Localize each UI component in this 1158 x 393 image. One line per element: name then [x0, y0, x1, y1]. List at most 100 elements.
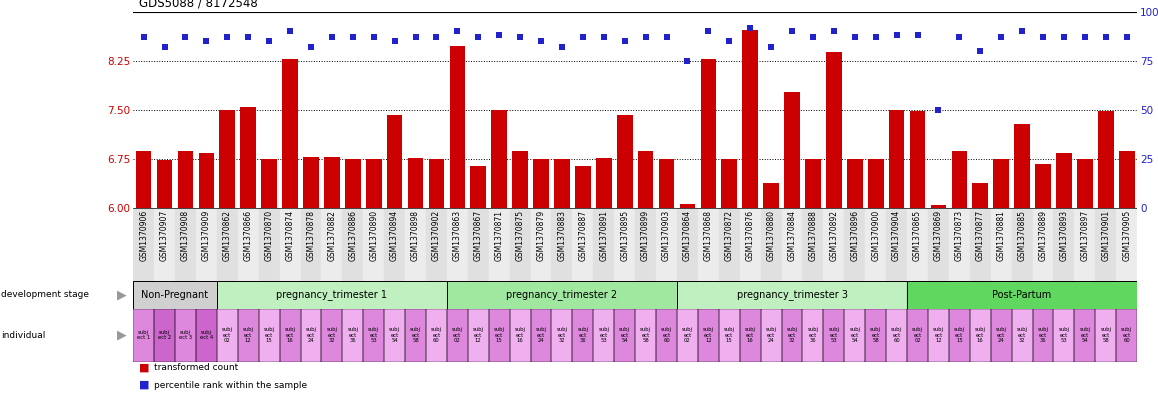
Text: GSM1370901: GSM1370901	[1101, 210, 1111, 261]
Text: subj
ect
15: subj ect 15	[954, 327, 965, 343]
Bar	[133, 281, 217, 309]
Text: subj
ect
60: subj ect 60	[892, 327, 902, 343]
Bar	[969, 309, 991, 362]
Bar	[865, 309, 886, 362]
Point	[887, 32, 906, 39]
Text: GSM1370885: GSM1370885	[1018, 210, 1027, 261]
Text: GSM1370890: GSM1370890	[369, 210, 379, 261]
Point	[783, 28, 801, 35]
Bar	[1014, 125, 1029, 208]
Point	[950, 34, 968, 40]
Point	[1034, 34, 1053, 40]
Text: GSM1370887: GSM1370887	[578, 210, 587, 261]
Bar	[948, 309, 969, 362]
Text: GSM1370886: GSM1370886	[349, 210, 358, 261]
Text: GSM1370871: GSM1370871	[494, 210, 504, 261]
Point	[637, 34, 655, 40]
Bar	[680, 204, 695, 208]
Text: subj
ect
54: subj ect 54	[620, 327, 630, 343]
Bar	[1116, 309, 1137, 362]
Text: subj
ect
02: subj ect 02	[452, 327, 463, 343]
Bar	[364, 208, 384, 281]
Bar	[802, 309, 823, 362]
Point	[448, 28, 467, 35]
Bar	[635, 309, 657, 362]
Point	[824, 28, 843, 35]
Bar	[300, 309, 322, 362]
Bar	[1095, 309, 1116, 362]
Text: GSM1370904: GSM1370904	[892, 210, 901, 261]
Point	[658, 34, 676, 40]
Point	[1117, 34, 1136, 40]
Bar	[133, 281, 217, 309]
Text: GSM1370873: GSM1370873	[955, 210, 963, 261]
Text: individual: individual	[1, 331, 45, 340]
Bar	[865, 309, 886, 362]
Text: subj
ect
53: subj ect 53	[828, 327, 840, 343]
Text: GSM1370903: GSM1370903	[662, 210, 670, 261]
Bar	[948, 208, 969, 281]
Bar	[844, 309, 865, 362]
Bar	[447, 309, 468, 362]
Bar	[322, 208, 343, 281]
Bar	[154, 208, 175, 281]
Bar	[468, 309, 489, 362]
Text: GSM1370880: GSM1370880	[767, 210, 776, 261]
Text: subj
ect
02: subj ect 02	[222, 327, 233, 343]
Text: subj
ect
58: subj ect 58	[1100, 327, 1112, 343]
Bar	[991, 208, 1012, 281]
Text: GSM1370889: GSM1370889	[1039, 210, 1048, 261]
Text: subj
ect
36: subj ect 36	[1038, 327, 1048, 343]
Text: development stage: development stage	[1, 290, 89, 299]
Bar	[889, 110, 904, 208]
Bar	[740, 309, 761, 362]
Bar	[698, 309, 719, 362]
Point	[573, 34, 592, 40]
Text: subj
ect
12: subj ect 12	[933, 327, 944, 343]
Point	[972, 48, 990, 54]
Text: GSM1370899: GSM1370899	[642, 210, 650, 261]
Text: GSM1370893: GSM1370893	[1060, 210, 1069, 261]
Bar	[1095, 309, 1116, 362]
Bar	[740, 208, 761, 281]
Text: GSM1370863: GSM1370863	[453, 210, 462, 261]
Bar	[551, 309, 572, 362]
Bar	[593, 309, 614, 362]
Bar	[387, 115, 403, 208]
Bar	[364, 309, 384, 362]
Bar	[530, 309, 551, 362]
Point	[845, 34, 864, 40]
Bar	[886, 208, 907, 281]
Bar	[237, 309, 258, 362]
Point	[155, 44, 174, 50]
Point	[929, 107, 947, 113]
Bar	[551, 309, 572, 362]
Bar	[303, 157, 318, 208]
Bar	[154, 309, 175, 362]
Bar	[698, 208, 719, 281]
Bar	[426, 309, 447, 362]
Text: ■: ■	[139, 380, 149, 390]
Bar	[555, 159, 570, 208]
Text: subj
ect
60: subj ect 60	[431, 327, 442, 343]
Point	[344, 34, 362, 40]
Bar	[512, 151, 528, 208]
Bar	[241, 107, 256, 208]
Bar	[719, 309, 740, 362]
Text: subj
ect 2: subj ect 2	[157, 330, 171, 340]
Bar	[343, 309, 364, 362]
Bar	[846, 159, 863, 208]
Text: GSM1370864: GSM1370864	[683, 210, 692, 261]
Bar	[973, 184, 988, 208]
Bar	[886, 309, 907, 362]
Bar	[698, 309, 719, 362]
Bar	[533, 159, 549, 208]
Bar	[1033, 309, 1054, 362]
Bar	[510, 309, 530, 362]
Bar	[279, 208, 300, 281]
Point	[615, 38, 633, 44]
Bar	[782, 309, 802, 362]
Text: subj
ect
32: subj ect 32	[786, 327, 798, 343]
Bar	[576, 166, 591, 208]
Bar	[405, 309, 426, 362]
